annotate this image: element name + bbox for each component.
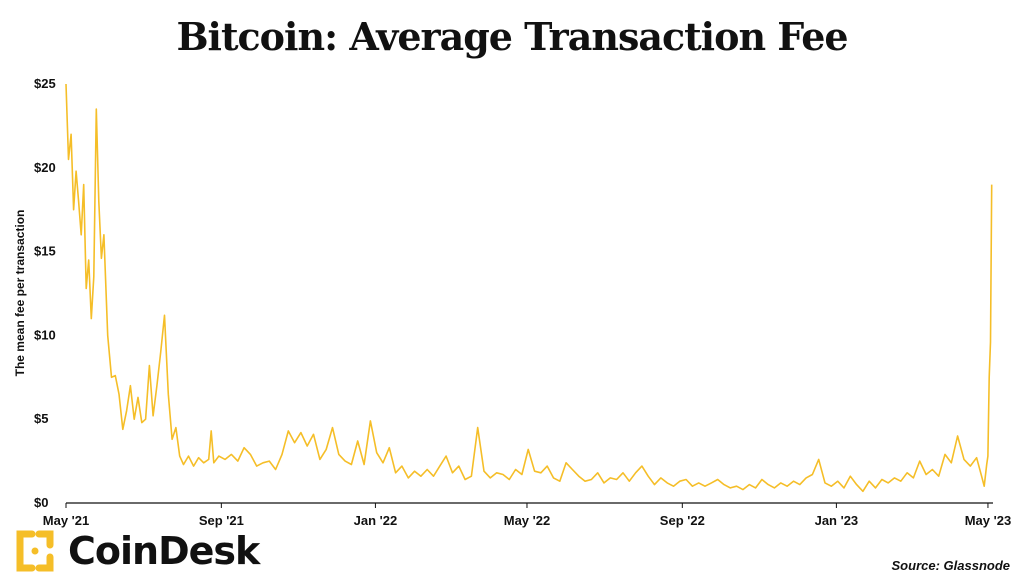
x-tick-label: Sep '22 <box>660 513 705 528</box>
y-axis-label-group: The mean fee per transaction <box>13 210 27 377</box>
y-tick-label: $20 <box>34 160 56 175</box>
x-tick-label: Jan '22 <box>354 513 398 528</box>
x-tick-label: May '21 <box>43 513 89 528</box>
series-line-fee <box>65 83 993 493</box>
y-tick-label: $25 <box>34 76 56 91</box>
y-tick-label: $10 <box>34 327 56 342</box>
x-tick-labels: May '21 Sep '21 Jan '22 May '22 Sep '22 Jan '… <box>43 513 1011 528</box>
source-note: Source: Glassnode <box>891 558 1010 573</box>
y-tick-label: $5 <box>34 411 48 426</box>
x-tick-label: Sep '21 <box>199 513 244 528</box>
x-tick-label: May '23 <box>965 513 1011 528</box>
y-tick-label: $15 <box>34 244 56 259</box>
y-axis-label: The mean fee per transaction <box>13 210 27 377</box>
coindesk-logo-icon <box>16 530 54 572</box>
y-tick-labels: $0 $5 $10 $15 $20 $25 <box>34 76 56 510</box>
x-tick-label: Jan '23 <box>815 513 859 528</box>
coindesk-logo: CoinDesk <box>12 528 260 574</box>
y-tick-label: $0 <box>34 495 48 510</box>
coindesk-logo-text: CoinDesk <box>68 529 260 573</box>
x-tick-label: May '22 <box>504 513 550 528</box>
x-tick-marks <box>65 503 989 508</box>
chart-title: Bitcoin: Average Transaction Fee <box>176 14 848 59</box>
